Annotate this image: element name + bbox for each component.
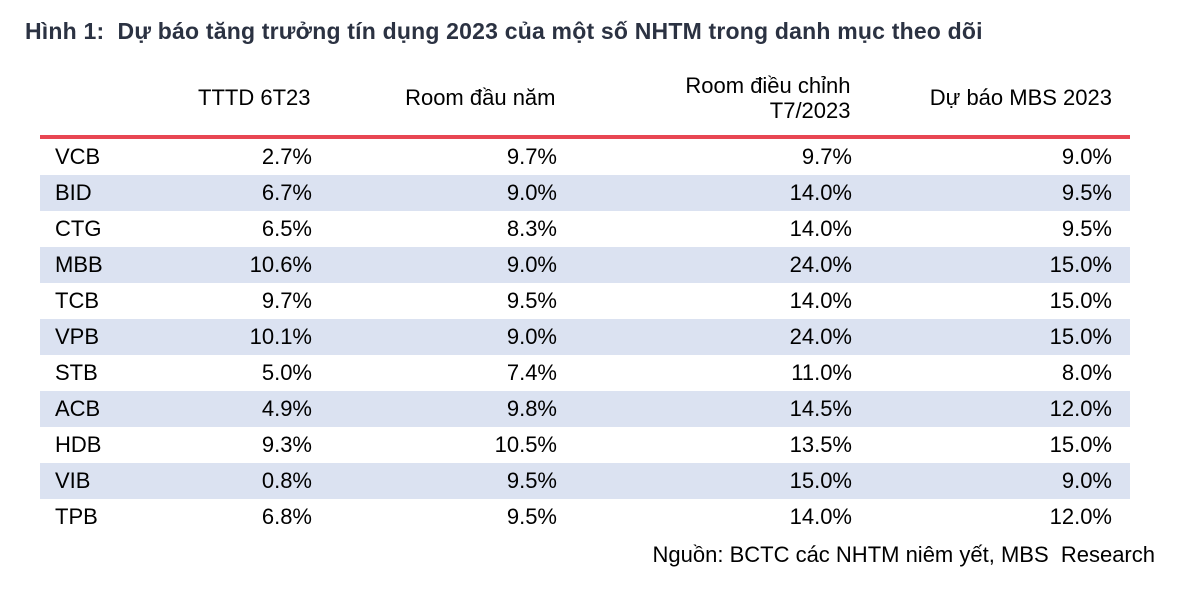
value-cell: 14.0% xyxy=(789,288,852,313)
column-header-label: Room điều chỉnh T7/2023 xyxy=(685,72,851,123)
value-cell: 14.0% xyxy=(789,504,852,529)
value-cell: 9.5% xyxy=(1061,180,1112,205)
bank-code-cell: HDB xyxy=(55,432,102,457)
value-cell: 12.0% xyxy=(1049,504,1112,529)
bank-code-cell: TPB xyxy=(55,504,98,529)
value-cell: 9.7% xyxy=(506,144,557,169)
table-row: MBB 10.6% 9.0% 24.0% 15.0% xyxy=(40,247,1130,283)
value-cell: 10.1% xyxy=(249,324,312,349)
value-cell: 15.0% xyxy=(1049,252,1112,277)
value-cell: 7.4% xyxy=(506,360,557,385)
value-cell: 6.7% xyxy=(261,180,312,205)
value-cell: 24.0% xyxy=(789,252,852,277)
bank-code-cell: ACB xyxy=(55,396,101,421)
bank-code-cell: CTG xyxy=(55,216,102,241)
value-cell: 4.9% xyxy=(261,396,312,421)
bank-code-cell: BID xyxy=(55,180,92,205)
value-cell: 2.7% xyxy=(261,144,312,169)
source-note: Nguồn: BCTC các NHTM niêm yết, MBS Resea… xyxy=(652,542,1155,567)
value-cell: 15.0% xyxy=(1049,288,1112,313)
value-cell: 15.0% xyxy=(1049,324,1112,349)
value-cell: 9.0% xyxy=(1061,468,1112,493)
value-cell: 8.0% xyxy=(1061,360,1112,385)
value-cell: 6.8% xyxy=(261,504,312,529)
value-cell: 9.3% xyxy=(261,432,312,457)
value-cell: 24.0% xyxy=(789,324,852,349)
column-header: Room đầu năm xyxy=(328,69,575,139)
bank-code-cell: VIB xyxy=(55,468,91,493)
value-cell: 10.6% xyxy=(249,252,312,277)
table-row: TPB 6.8% 9.5% 14.0% 12.0% xyxy=(40,499,1130,535)
value-cell: 9.5% xyxy=(506,468,557,493)
value-cell: 5.0% xyxy=(261,360,312,385)
table-row: VIB 0.8% 9.5% 15.0% 9.0% xyxy=(40,463,1130,499)
bank-code-cell: VPB xyxy=(55,324,100,349)
column-header: Dự báo MBS 2023 xyxy=(868,69,1130,139)
column-header: Room điều chỉnh T7/2023 xyxy=(573,69,870,139)
table-row: BID 6.7% 9.0% 14.0% 9.5% xyxy=(40,175,1130,211)
value-cell: 6.5% xyxy=(261,216,312,241)
table-row: ACB 4.9% 9.8% 14.5% 12.0% xyxy=(40,391,1130,427)
value-cell: 9.5% xyxy=(506,288,557,313)
value-cell: 14.0% xyxy=(789,216,852,241)
bank-column-header xyxy=(40,69,150,139)
table-row: CTG 6.5% 8.3% 14.0% 9.5% xyxy=(40,211,1130,247)
bank-code-cell: TCB xyxy=(55,288,99,313)
value-cell: 14.5% xyxy=(789,396,852,421)
table-row: TCB 9.7% 9.5% 14.0% 15.0% xyxy=(40,283,1130,319)
value-cell: 15.0% xyxy=(789,468,852,493)
bank-code-cell: MBB xyxy=(55,252,103,277)
value-cell: 9.7% xyxy=(801,144,852,169)
value-cell: 12.0% xyxy=(1049,396,1112,421)
value-cell: 9.8% xyxy=(506,396,557,421)
value-cell: 8.3% xyxy=(506,216,557,241)
value-cell: 10.5% xyxy=(494,432,557,457)
bank-code-cell: VCB xyxy=(55,144,101,169)
credit-growth-table: TTTD 6T23 Room đầu năm Room điều chỉnh T7/… xyxy=(40,69,1130,535)
table-row: VCB 2.7% 9.7% 9.7% 9.0% xyxy=(40,137,1130,175)
value-cell: 9.5% xyxy=(506,504,557,529)
value-cell: 9.0% xyxy=(506,252,557,277)
value-cell: 14.0% xyxy=(789,180,852,205)
value-cell: 9.0% xyxy=(506,180,557,205)
value-cell: 0.8% xyxy=(261,468,312,493)
column-header: TTTD 6T23 xyxy=(148,69,330,139)
value-cell: 13.5% xyxy=(789,432,852,457)
value-cell: 9.0% xyxy=(506,324,557,349)
value-cell: 9.5% xyxy=(1061,216,1112,241)
value-cell: 9.0% xyxy=(1061,144,1112,169)
header-row: TTTD 6T23 Room đầu năm Room điều chỉnh T7/… xyxy=(40,69,1130,139)
value-cell: 9.7% xyxy=(261,288,312,313)
table-row: STB 5.0% 7.4% 11.0% 8.0% xyxy=(40,355,1130,391)
table-row: VPB 10.1% 9.0% 24.0% 15.0% xyxy=(40,319,1130,355)
figure-title: Hình 1: Dự báo tăng trưởng tín dụng 2023… xyxy=(25,18,983,44)
value-cell: 11.0% xyxy=(791,360,852,385)
bank-code-cell: STB xyxy=(55,360,98,385)
table-row: HDB 9.3% 10.5% 13.5% 15.0% xyxy=(40,427,1130,463)
value-cell: 15.0% xyxy=(1049,432,1112,457)
